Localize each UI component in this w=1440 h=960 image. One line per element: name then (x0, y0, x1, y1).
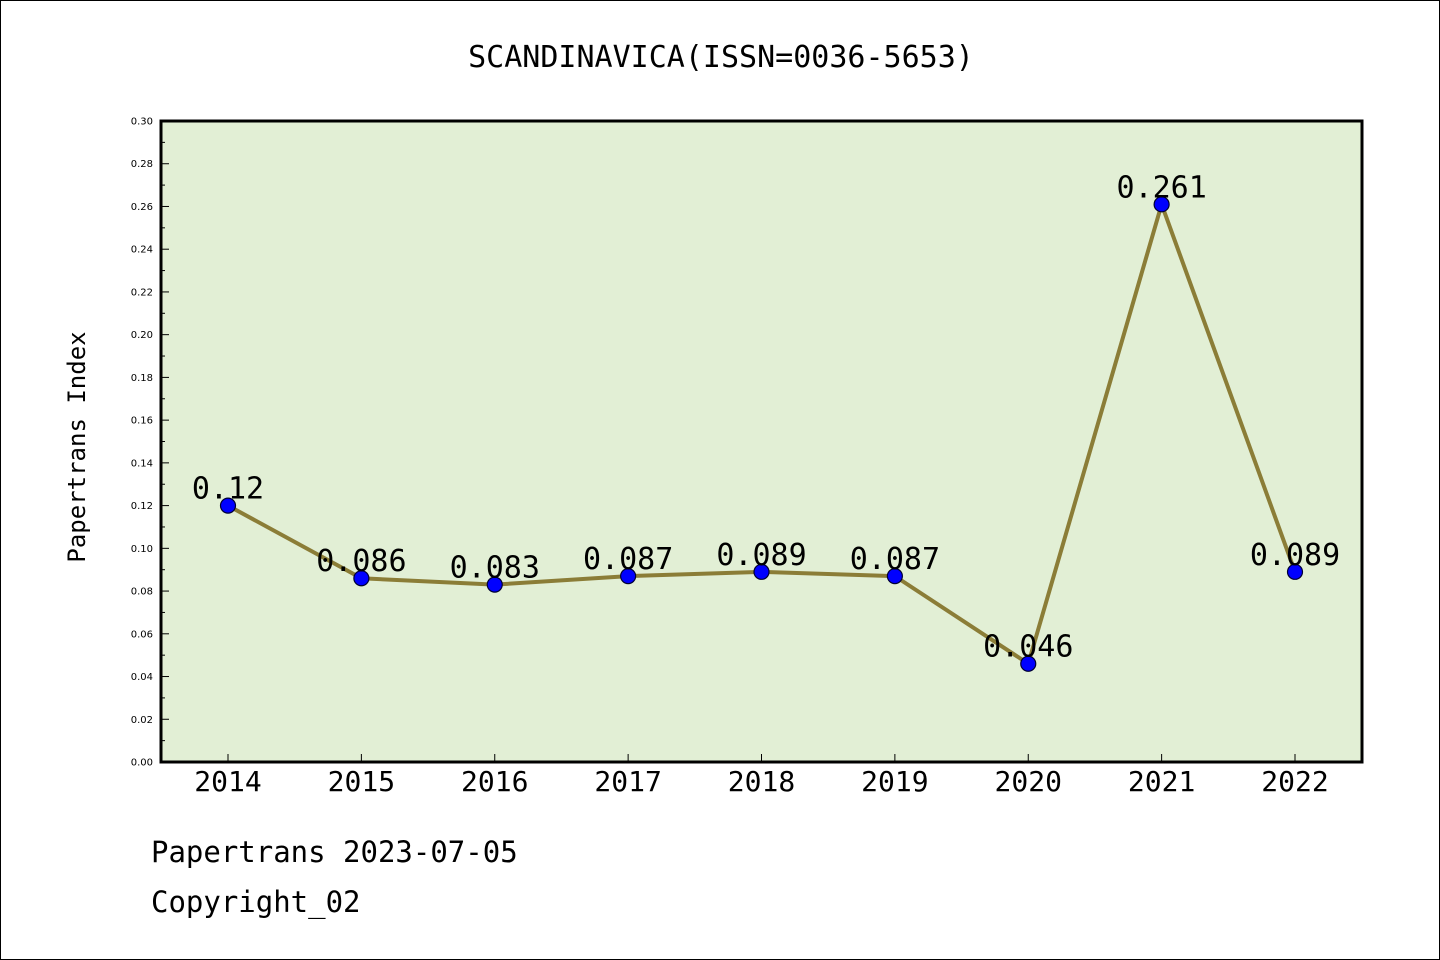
data-point-marker (1153, 196, 1170, 213)
y-tick-label: 0.12 (131, 501, 153, 512)
y-tick-label: 0.26 (131, 202, 153, 213)
data-point-marker (219, 497, 237, 514)
copyright-text: Copyright_02 (151, 885, 361, 919)
x-tick-label: 2014 (194, 765, 261, 798)
x-tick-label: 2018 (728, 765, 795, 798)
x-tick-label: 2022 (1261, 765, 1328, 798)
data-label: 0.089 (1250, 538, 1340, 573)
y-axis-label: Papertrans Index (63, 331, 91, 562)
y-tick-label: 0.10 (131, 544, 153, 555)
chart-title: SCANDINAVICA(ISSN=0036-5653) (468, 40, 974, 75)
data-point-marker (1286, 563, 1304, 580)
y-tick-label: 0.00 (131, 758, 153, 769)
y-tick-label: 0.16 (131, 416, 153, 427)
y-tick-label: 0.06 (131, 629, 153, 640)
data-point-marker (620, 568, 637, 585)
data-label: 0.261 (1116, 170, 1206, 205)
x-tick-label: 2015 (328, 765, 395, 798)
y-tick-label: 0.08 (131, 587, 153, 598)
plot-background (161, 121, 1362, 762)
x-tick-label: 2016 (461, 765, 528, 798)
y-tick-label: 0.24 (131, 245, 153, 256)
y-tick-label: 0.04 (131, 672, 153, 683)
data-label: 0.083 (450, 551, 540, 586)
data-label: 0.086 (316, 544, 406, 579)
y-tick-label: 0.14 (131, 458, 153, 469)
data-label: 0.089 (716, 538, 806, 573)
data-point-marker (753, 563, 770, 580)
y-tick-label: 0.18 (131, 373, 153, 384)
data-label: 0.087 (583, 542, 673, 577)
x-tick-label: 2019 (861, 765, 928, 798)
y-tick-label: 0.22 (131, 287, 153, 298)
data-point-marker (486, 576, 503, 593)
x-tick-label: 2017 (594, 765, 661, 798)
data-label: 0.087 (850, 542, 940, 577)
data-point-marker (353, 570, 370, 587)
data-point-marker (886, 568, 903, 585)
y-tick-label: 0.02 (131, 715, 153, 726)
plot-area: 0.00 0.02 0.04 0.06 0.08 0.10 0.12 0.14 0.16 0.18… (131, 117, 1364, 798)
y-tick-label: 0.28 (131, 159, 153, 170)
x-tick-label: 2020 (995, 765, 1062, 798)
data-point-marker (1020, 655, 1037, 672)
data-label: 0.046 (983, 630, 1073, 665)
source-date-text: Papertrans 2023-07-05 (151, 835, 518, 869)
y-tick-label: 0.30 (131, 117, 153, 128)
y-tick-label: 0.20 (131, 330, 153, 341)
plot-border (159, 119, 1364, 764)
data-label: 0.12 (192, 472, 264, 507)
x-tick-label: 2021 (1128, 765, 1195, 798)
